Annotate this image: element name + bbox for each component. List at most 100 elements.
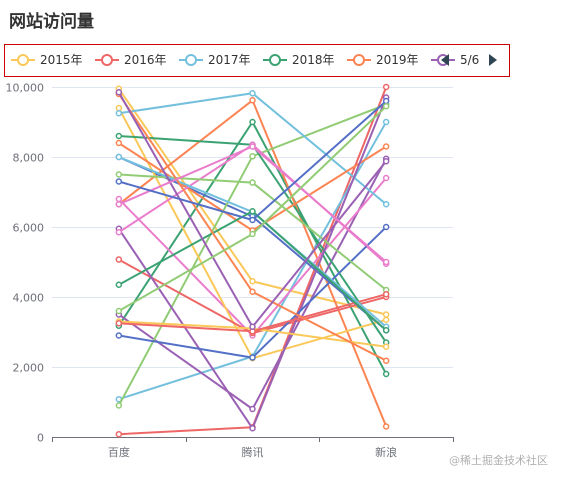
data-point — [382, 103, 390, 110]
x-tick-label: 新浪 — [375, 445, 397, 459]
data-point — [382, 118, 390, 126]
series-lines — [115, 83, 390, 438]
legend-marker — [17, 54, 29, 66]
data-point — [382, 357, 390, 364]
data-point — [249, 288, 256, 295]
data-point — [382, 343, 390, 350]
legend-page-indicator: 5/6 — [460, 53, 479, 67]
legend-label: 2017年 — [208, 53, 251, 67]
x-tick-label: 百度 — [108, 445, 130, 459]
legend-marker — [101, 54, 113, 66]
legend-highlight-box — [4, 44, 510, 77]
watermark-text: @稀土掘金技术社区 — [449, 453, 548, 467]
y-tick-label: 10,000 — [6, 82, 45, 95]
legend-label: 2016年 — [124, 53, 167, 67]
data-point — [382, 370, 390, 378]
data-point — [249, 354, 256, 361]
legend-item: 2016年 — [95, 53, 167, 67]
data-point — [115, 153, 123, 161]
data-point — [249, 425, 256, 432]
data-point — [382, 223, 390, 231]
data-point — [115, 178, 123, 185]
data-point — [382, 327, 390, 334]
data-point — [249, 208, 256, 215]
triangle-right-icon[interactable] — [489, 54, 497, 66]
data-point — [115, 139, 123, 147]
data-point — [382, 157, 390, 165]
data-point — [382, 83, 390, 91]
data-point — [115, 402, 123, 409]
data-point — [115, 332, 123, 339]
data-point — [382, 311, 390, 318]
data-point — [382, 258, 390, 266]
data-point — [382, 423, 390, 430]
legend-item: 2017年 — [179, 53, 251, 67]
y-tick-label: 2,000 — [13, 362, 45, 375]
x-axis: 百度 腾讯 新浪 — [52, 437, 454, 459]
y-tick-label: 0 — [37, 432, 44, 445]
data-point — [115, 104, 123, 112]
legend-label: 2018年 — [292, 53, 335, 67]
y-tick-label: 4,000 — [13, 292, 45, 305]
triangle-left-icon[interactable] — [441, 54, 449, 66]
data-point — [115, 430, 123, 438]
series-line — [115, 90, 390, 208]
series-line — [115, 290, 390, 335]
data-point — [115, 281, 123, 288]
chart-title: 网站访问量 — [9, 11, 94, 32]
legend-pager[interactable]: 5/6 — [441, 53, 497, 67]
data-point — [249, 143, 256, 150]
data-point — [115, 195, 123, 203]
data-point — [115, 256, 123, 263]
data-point — [115, 89, 123, 96]
series-line — [115, 89, 390, 330]
data-point — [382, 316, 390, 323]
data-point — [249, 230, 256, 238]
data-point — [115, 171, 123, 178]
series-line — [115, 143, 390, 266]
data-point — [382, 201, 390, 208]
series-line — [115, 155, 390, 413]
legend-marker — [269, 54, 281, 66]
data-point — [249, 153, 256, 160]
data-point — [382, 143, 390, 150]
series-line — [115, 171, 390, 294]
data-point — [115, 201, 123, 208]
data-point — [382, 290, 390, 298]
legend-item: 2019年 — [347, 53, 419, 67]
y-tick-label: 8,000 — [13, 152, 45, 165]
data-point — [249, 179, 256, 186]
legend-item: 2018年 — [263, 53, 335, 67]
legend-marker — [185, 54, 197, 66]
data-point — [115, 229, 123, 236]
y-tick-label: 6,000 — [13, 222, 45, 235]
data-point — [249, 90, 256, 97]
y-axis-tick-labels: 0 2,000 4,000 6,000 8,000 10,000 — [6, 82, 45, 445]
data-point — [382, 97, 390, 105]
legend-label: 2019年 — [376, 53, 419, 67]
legend-label: 2015年 — [40, 53, 83, 67]
data-point — [382, 174, 390, 182]
data-point — [249, 216, 256, 224]
series-line — [115, 208, 390, 334]
legend: 2015年 2016年 2017年 2018年 2019年 5/6 — [11, 53, 497, 67]
data-point — [249, 278, 256, 285]
data-point — [115, 110, 123, 117]
data-point — [115, 320, 123, 327]
legend-marker — [353, 54, 365, 66]
series-line — [115, 103, 390, 315]
data-point — [115, 307, 123, 315]
series-line — [115, 97, 390, 224]
data-point — [249, 323, 256, 330]
data-point — [249, 97, 256, 104]
x-tick-label: 腾讯 — [242, 445, 264, 459]
data-point — [115, 132, 123, 140]
series-line — [115, 83, 390, 438]
series-line — [115, 174, 390, 339]
series-line — [115, 223, 390, 361]
data-point — [249, 405, 256, 413]
legend-item: 2015年 — [11, 53, 83, 67]
data-point — [249, 118, 256, 126]
